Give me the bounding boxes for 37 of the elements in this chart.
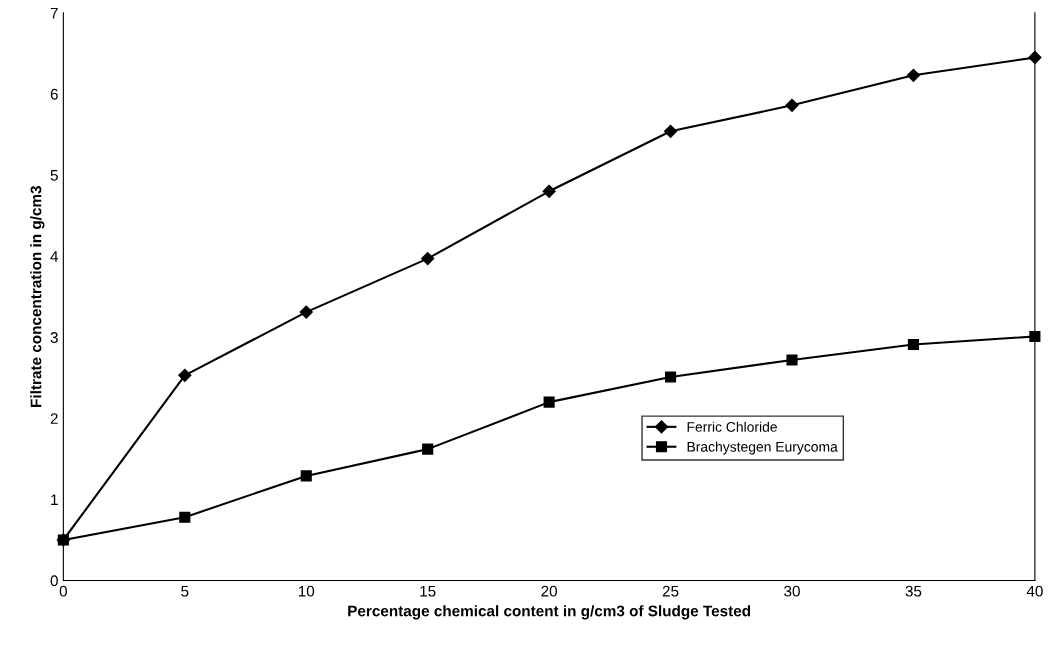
y-tick-label: 6 <box>50 88 58 100</box>
point <box>1029 330 1041 342</box>
legend-label: Brachystegen Eurycoma <box>687 441 838 455</box>
point <box>543 396 555 408</box>
point <box>300 470 312 482</box>
x-tick-label: 0 <box>59 585 68 597</box>
y-axis-title: Filtrate concentration in g/cm3 <box>30 186 45 407</box>
y-tick-label: 0 <box>50 575 58 587</box>
point <box>421 252 435 266</box>
x-tick-label: 10 <box>298 585 315 597</box>
x-tick-label: 15 <box>420 585 436 597</box>
point <box>542 184 556 198</box>
point <box>907 338 919 351</box>
x-axis-title: Percentage chemical content in g/cm3 of Sludge Tested <box>348 605 751 620</box>
y-tick-label: 5 <box>50 170 58 181</box>
point <box>785 98 799 112</box>
point <box>665 371 677 383</box>
y-tick-label: 1 <box>51 494 58 505</box>
point <box>1028 50 1042 65</box>
x-tick-label: 35 <box>905 585 922 597</box>
point <box>179 511 191 523</box>
y-tick-label: 7 <box>50 7 58 19</box>
y-tick-label: 4 <box>50 251 59 262</box>
point <box>178 368 192 382</box>
point <box>786 354 798 366</box>
point <box>663 124 678 138</box>
x-tick-label: 30 <box>784 585 800 597</box>
y-tick-label: 3 <box>50 332 58 343</box>
point <box>299 305 313 319</box>
legend-label: Ferric Chloride <box>687 421 777 432</box>
point <box>422 443 434 455</box>
point <box>906 68 921 82</box>
x-tick-label: 20 <box>541 585 558 597</box>
x-tick-label: 5 <box>181 585 189 597</box>
y-tick-label: 2 <box>50 413 58 424</box>
x-tick-label: 25 <box>662 585 679 597</box>
x-tick-label: 40 <box>1026 585 1043 597</box>
